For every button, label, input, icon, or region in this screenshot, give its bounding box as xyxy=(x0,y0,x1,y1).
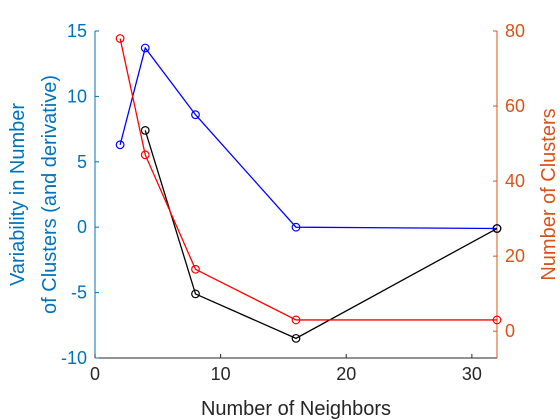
axes xyxy=(94,30,498,359)
x-tick-label: 20 xyxy=(336,364,356,384)
series-line-0 xyxy=(119,46,498,230)
series-2-point xyxy=(291,315,301,325)
series-0-point xyxy=(291,222,301,232)
series-0-point xyxy=(115,140,125,150)
right-y-tick-label: 80 xyxy=(505,21,525,41)
right-y-tick-label: 40 xyxy=(505,171,525,191)
left-y-tick-label: 0 xyxy=(77,217,87,237)
series-0-point xyxy=(140,43,150,53)
right-y-tick-label: 0 xyxy=(505,321,515,341)
series-1-point xyxy=(291,333,301,343)
left-y-tick-label: 15 xyxy=(67,21,87,41)
right-y-tick-label: 20 xyxy=(505,246,525,266)
series-1-point xyxy=(140,126,150,135)
series-0-point xyxy=(191,110,200,120)
series-1-point xyxy=(492,224,502,233)
left-y-tick-label: 10 xyxy=(67,86,87,106)
x-tick-label: 0 xyxy=(90,364,100,384)
left-y-tick-label: -5 xyxy=(71,283,87,303)
series-line-2 xyxy=(119,38,497,321)
left-y-tick-label: -10 xyxy=(61,348,87,368)
x-axis-title: Number of Neighbors xyxy=(201,398,391,420)
series-2-point xyxy=(191,264,200,274)
left-y-axis-title-line: Variability in Number xyxy=(7,103,29,286)
series-2-point xyxy=(140,150,150,160)
series-2-point xyxy=(115,34,125,43)
right-y-axis-title: Number of Clusters xyxy=(538,108,560,280)
left-y-axis-title-line: of Clusters (and derivative) xyxy=(39,75,61,314)
x-tick-label: 10 xyxy=(211,364,231,384)
labels-layer: 0 10 20 30 -10 -5 0 5 10 15 0 20 40 60 80 Number of Nei… xyxy=(7,21,560,420)
right-y-tick-label: 60 xyxy=(505,96,525,116)
series-2-point xyxy=(492,315,502,325)
series-line-1 xyxy=(144,130,498,340)
x-tick-label: 30 xyxy=(462,364,482,384)
series-layer xyxy=(115,34,502,343)
series-1-point xyxy=(191,289,200,299)
left-y-axis-title: Variability in Number of Clusters (and de… xyxy=(7,75,61,314)
left-y-tick-label: 5 xyxy=(77,152,87,172)
